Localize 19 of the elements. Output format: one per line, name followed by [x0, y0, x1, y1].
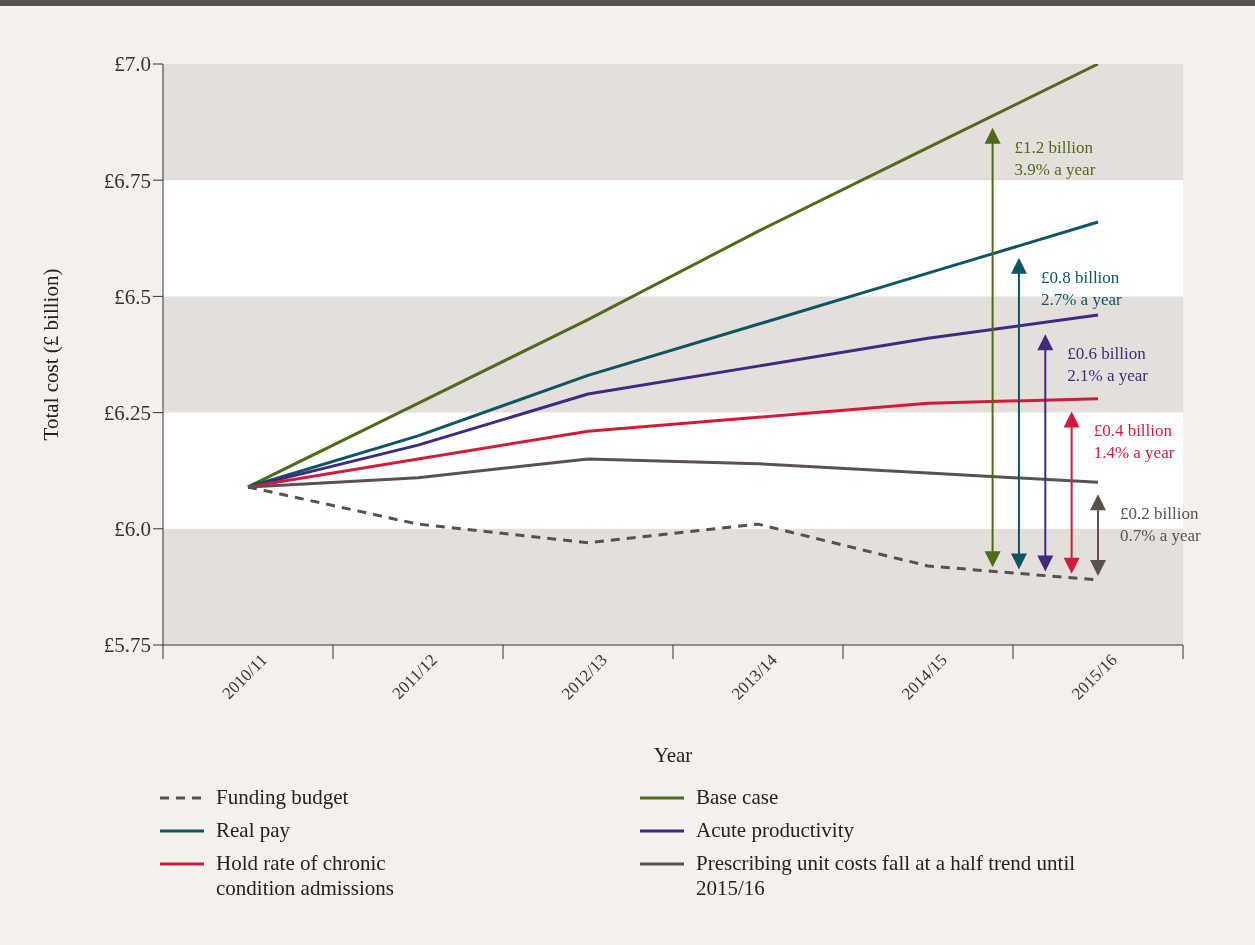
- x-axis-title: Year: [653, 743, 693, 767]
- annotation: £0.4 billion 1.4% a year: [1093, 421, 1175, 463]
- legend-label: Hold rate of chronic condition admissions: [216, 851, 395, 901]
- y-tick-label: £5.75: [103, 633, 151, 658]
- legend-label: Prescribing unit costs fall at a half trend until 2015/16: [696, 851, 1077, 901]
- y-tick-label: £7.0: [114, 52, 151, 77]
- y-tick-label: £6.0: [114, 517, 151, 542]
- legend-label: Acute productivity: [696, 818, 856, 843]
- annotation: £0.8 billion 2.7% a year: [1040, 267, 1122, 309]
- y-tick-label: £6.75: [103, 168, 151, 193]
- annotation: £1.2 billion 3.9% a year: [1014, 137, 1096, 179]
- annotation: £0.6 billion 2.1% a year: [1067, 344, 1149, 386]
- legend-label: Funding budget: [216, 785, 350, 810]
- legend-label: Real pay: [216, 818, 292, 843]
- y-tick-label: £6.25: [103, 401, 151, 426]
- y-axis-title: Total cost (£ billion): [39, 268, 64, 441]
- y-tick-label: £6.5: [114, 284, 151, 309]
- annotation: £0.2 billion 0.7% a year: [1120, 504, 1202, 546]
- legend-label: Base case: [696, 785, 780, 810]
